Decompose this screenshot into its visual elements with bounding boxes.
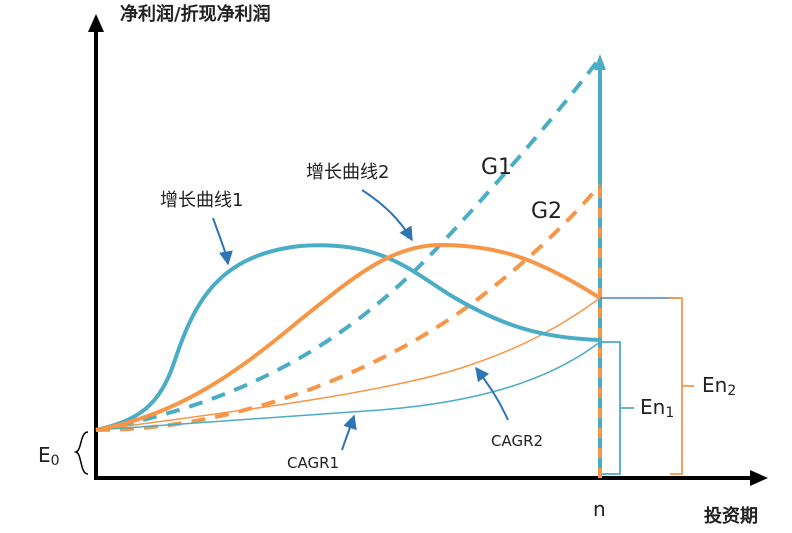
growth2-pointer-arrow	[361, 189, 413, 242]
cagr1-pointer-arrow	[341, 414, 357, 451]
en2-bracket	[670, 297, 694, 475]
en2-label: En2	[702, 373, 736, 399]
e0-sub: 0	[51, 453, 60, 469]
g2-label: G2	[531, 199, 562, 224]
e0-label: E0	[38, 443, 60, 469]
cagr1-label: CAGR1	[287, 454, 339, 472]
g1-label: G1	[481, 155, 512, 180]
en1-bracket	[602, 341, 634, 475]
e0-bracket	[73, 431, 89, 475]
cagr1-line	[95, 341, 601, 431]
en1-sub: 1	[665, 405, 674, 421]
en1-main: En	[640, 395, 665, 419]
x-axis-label: 投资期	[704, 505, 758, 527]
x-axis-n-tick: n	[593, 497, 606, 521]
growth1-pointer-arrow	[212, 217, 233, 266]
en2-main: En	[702, 373, 727, 397]
cagr2-label: CAGR2	[491, 432, 543, 450]
growth-curve-2-label: 增长曲线2	[306, 162, 389, 183]
g2-dashed-curve	[95, 183, 602, 432]
en2-sub: 2	[727, 383, 736, 399]
growth-curve-2	[95, 242, 602, 432]
period-n-arrowhead	[594, 54, 606, 70]
x-axis-arrowhead	[750, 470, 768, 486]
growth-curve-1-label: 增长曲线1	[160, 190, 243, 211]
cagr2-line	[95, 297, 601, 431]
growth-curve-1	[95, 243, 601, 432]
y-axis-label: 净利润/折现净利润	[120, 3, 271, 25]
en1-label: En1	[640, 395, 674, 421]
g1-dashed-curve	[95, 56, 602, 432]
e0-main: E	[38, 443, 51, 467]
y-axis-arrowhead	[88, 14, 104, 32]
cagr2-pointer-arrow	[475, 366, 509, 421]
